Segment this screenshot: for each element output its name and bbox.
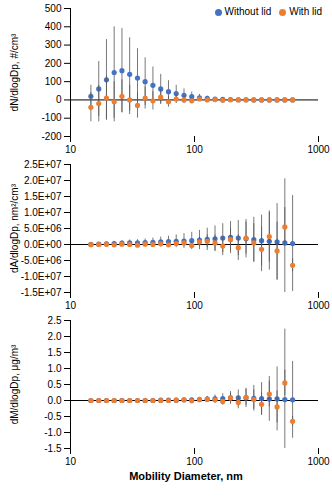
svg-text:100: 100 [186,456,203,467]
svg-text:dA/dlogDp, nm²/cm³: dA/dlogDp, nm²/cm³ [9,183,20,273]
svg-text:100: 100 [45,76,62,87]
svg-text:2.5E+07: 2.5E+07 [24,159,62,170]
svg-text:dN/dlogDp, #/cm³: dN/dlogDp, #/cm³ [9,33,20,111]
svg-text:0.5: 0.5 [48,379,62,390]
svg-text:200: 200 [45,58,62,69]
svg-text:1.5: 1.5 [48,347,62,358]
svg-text:-100: -100 [41,112,61,123]
svg-text:-0.5: -0.5 [44,411,62,422]
svg-text:0.0E+00: 0.0E+00 [24,239,62,250]
svg-text:1000: 1000 [307,456,330,467]
svg-text:-1.5E+07: -1.5E+07 [21,287,62,298]
svg-text:0: 0 [56,94,62,105]
html-text:Mobility Diameter, nm: Mobility Diameter, nm [129,470,243,482]
svg-text:1.0: 1.0 [48,363,62,374]
svg-text:2.5: 2.5 [48,315,62,326]
svg-text:100: 100 [186,144,203,155]
svg-text:1000: 1000 [307,300,330,311]
svg-text:400: 400 [45,21,62,32]
svg-text:2.0: 2.0 [48,331,62,342]
svg-text:2.0E+07: 2.0E+07 [24,175,62,186]
svg-text:-1.0: -1.0 [44,427,62,438]
html-text:Without lid: Without lid [224,6,272,17]
svg-text:10: 10 [65,456,77,467]
svg-text:-1.5: -1.5 [44,443,62,454]
svg-text:0.0: 0.0 [48,395,62,406]
svg-text:-200: -200 [41,131,61,142]
svg-text:100: 100 [186,300,203,311]
html-text:With lid: With lid [289,6,322,17]
svg-text:5.0E+06: 5.0E+06 [24,223,62,234]
svg-text:10: 10 [65,144,77,155]
svg-text:1.0E+07: 1.0E+07 [24,207,62,218]
svg-text:1000: 1000 [307,144,330,155]
svg-text:500: 500 [45,3,62,14]
svg-text:-1.0E+07: -1.0E+07 [21,271,62,282]
svg-text:1.5E+07: 1.5E+07 [24,191,62,202]
svg-text:-5.0E+06: -5.0E+06 [21,255,62,266]
svg-text:300: 300 [45,39,62,50]
svg-text:10: 10 [65,300,77,311]
svg-text:dM/dlogDp, μg/m³: dM/dlogDp, μg/m³ [9,344,20,424]
